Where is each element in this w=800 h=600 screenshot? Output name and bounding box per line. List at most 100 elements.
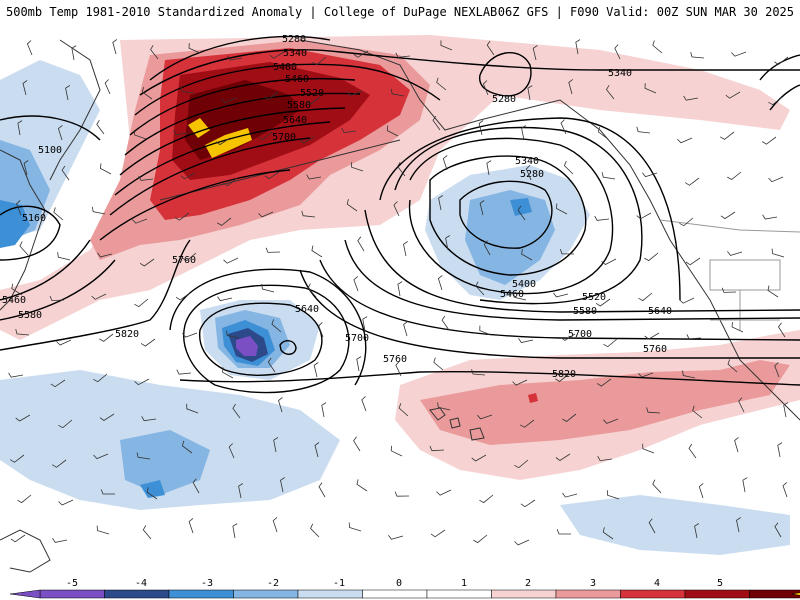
wind-barb: [51, 459, 67, 468]
contour-5580: [119, 107, 346, 176]
wind-barb: [390, 445, 403, 457]
wind-barb: [50, 379, 66, 388]
colorbar-max-arrow: [791, 592, 800, 596]
label-5700-a: 5700: [272, 132, 296, 143]
wind-barb: [306, 174, 322, 180]
wind-barb: [221, 97, 237, 104]
wind-barb: [264, 171, 280, 180]
wind-barb: [486, 40, 495, 56]
wind-barb: [698, 483, 704, 499]
tick-zero: 0: [396, 578, 402, 589]
wind-barb: [644, 252, 659, 262]
wind-barb: [361, 396, 367, 412]
label-5760-a: 5760: [172, 255, 196, 266]
colorbar-ticks: -5 -4 -3 -2 -1 0 1 2 3 4 5: [66, 578, 723, 589]
wind-barb: [134, 298, 149, 308]
wind-barb: [181, 440, 193, 454]
colorbar-bin-neg4: [104, 589, 170, 599]
wind-barb: [57, 252, 71, 261]
label-5340-b: 5340: [608, 68, 632, 79]
wind-barb: [271, 319, 282, 333]
contour-5400-gulf: [408, 137, 614, 295]
tick-neg2: -2: [267, 578, 279, 589]
wind-barb: [397, 161, 406, 177]
label-5640-b: 5640: [648, 306, 672, 317]
wind-barb: [49, 295, 65, 302]
wind-barb: [761, 136, 777, 145]
border-us-canada: [659, 219, 800, 233]
neg2-region-gulf: [465, 190, 555, 285]
wind-barb: [356, 356, 362, 372]
contour-5700: [109, 137, 311, 216]
wind-barb: [398, 403, 409, 417]
wind-barb: [99, 333, 114, 342]
contour-5760-west: [99, 169, 291, 241]
wind-barb: [725, 91, 741, 99]
wind-barb: [652, 40, 663, 54]
wind-barb: [719, 131, 735, 140]
wind-barb: [517, 205, 526, 221]
wind-barb: [142, 525, 152, 540]
anomaly-map: 5280 5340 5400 5460 5520 5580 5640 5700 …: [0, 34, 800, 573]
wind-barb: [23, 160, 29, 176]
wind-barb: [180, 86, 195, 94]
wind-barb: [388, 535, 404, 540]
wind-barb: [180, 172, 196, 180]
label-5700-b: 5700: [345, 333, 369, 344]
wind-barb: [273, 437, 279, 453]
wind-barb: [532, 45, 538, 61]
label-5340-c: 5340: [515, 156, 539, 167]
wind-barb: [777, 442, 783, 458]
wind-barb: [393, 201, 400, 217]
wind-barb: [91, 293, 107, 300]
wind-barb: [644, 332, 660, 340]
wind-barb: [520, 499, 536, 508]
wind-barb: [403, 241, 408, 257]
label-5760-b: 5760: [383, 354, 407, 365]
wind-barb: [65, 85, 71, 101]
wind-barb: [682, 370, 696, 379]
wind-barb: [307, 283, 317, 298]
wind-barb: [686, 334, 702, 340]
wind-barb: [386, 125, 399, 137]
wind-barb: [562, 413, 577, 422]
wind-barb: [99, 163, 112, 175]
wind-barb: [477, 414, 493, 420]
wind-barb: [395, 52, 411, 58]
wind-barb: [310, 523, 320, 538]
colorbar-bin-neg5: [39, 589, 105, 599]
tick-pos4: 4: [654, 578, 660, 589]
contour-5340-gulf: [429, 155, 587, 276]
wind-barb: [521, 125, 527, 141]
contour-5580-west: [0, 259, 116, 321]
wind-barb: [648, 518, 656, 534]
wind-barb: [525, 165, 532, 181]
wind-barb: [774, 56, 789, 65]
contour-5820-west: [0, 239, 191, 351]
wind-barb: [471, 454, 487, 462]
contour-5520: [124, 92, 361, 156]
map-header: 500mb Temp 1981-2010 Standardized Anomal…: [0, 0, 800, 24]
colorbar-min-arrow: [9, 589, 41, 599]
wind-barb: [679, 297, 695, 304]
wind-barb: [134, 129, 147, 140]
wind-barb: [341, 128, 357, 134]
wind-barb: [15, 328, 30, 336]
contour-5640-low: [198, 302, 323, 376]
wind-barb: [174, 212, 190, 221]
wind-barb: [192, 478, 200, 494]
max-anomaly-spot-a: [188, 118, 210, 138]
wind-barb: [437, 402, 451, 411]
contour-5580-low-inner: [279, 340, 297, 355]
contour-5520-east: [379, 117, 681, 301]
wind-barb: [518, 338, 534, 343]
label-5460-c: 5460: [500, 289, 524, 300]
wind-barb: [483, 240, 491, 256]
wind-barb: [71, 45, 77, 61]
wind-barb: [22, 80, 28, 96]
wind-barb: [694, 523, 700, 539]
wind-barb: [432, 115, 441, 131]
tick-neg1: -1: [333, 578, 345, 589]
wind-barb: [301, 210, 316, 218]
label-5520-b: 5520: [582, 292, 606, 303]
